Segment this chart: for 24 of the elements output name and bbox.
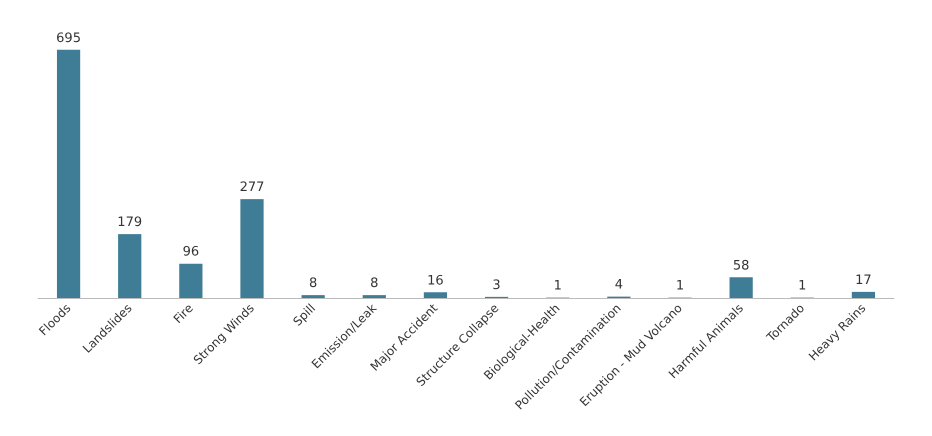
data-label: 179 bbox=[117, 215, 142, 230]
x-tick-label: Fire bbox=[170, 301, 196, 326]
data-label: 4 bbox=[614, 278, 623, 293]
data-label: 695 bbox=[56, 30, 81, 46]
data-label: 1 bbox=[554, 278, 562, 294]
bar bbox=[424, 292, 448, 298]
bar bbox=[56, 50, 80, 298]
bar bbox=[362, 295, 386, 298]
bar bbox=[179, 264, 202, 298]
data-label: 8 bbox=[309, 276, 318, 292]
data-label: 277 bbox=[240, 180, 264, 196]
data-label: 17 bbox=[855, 272, 872, 288]
data-label: 16 bbox=[427, 273, 444, 288]
data-label: 58 bbox=[732, 258, 750, 274]
bar bbox=[730, 277, 753, 298]
bar bbox=[302, 295, 325, 298]
bar bbox=[118, 234, 142, 298]
bar bbox=[240, 199, 264, 298]
bar bbox=[852, 292, 876, 298]
data-label: 96 bbox=[182, 244, 200, 260]
data-label: 1 bbox=[798, 278, 806, 294]
data-label: 1 bbox=[676, 278, 684, 294]
data-label: 3 bbox=[492, 278, 501, 293]
data-label: 8 bbox=[370, 276, 378, 292]
